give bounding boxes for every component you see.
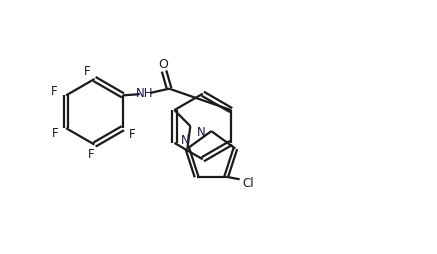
Text: Cl: Cl [242,176,254,189]
Text: F: F [51,85,58,98]
Text: NH: NH [136,86,153,99]
Text: F: F [88,148,94,161]
Text: N: N [197,126,206,139]
Text: F: F [83,65,90,78]
Text: F: F [129,127,135,140]
Text: N: N [181,134,190,147]
Text: F: F [52,126,59,139]
Text: O: O [159,58,169,71]
